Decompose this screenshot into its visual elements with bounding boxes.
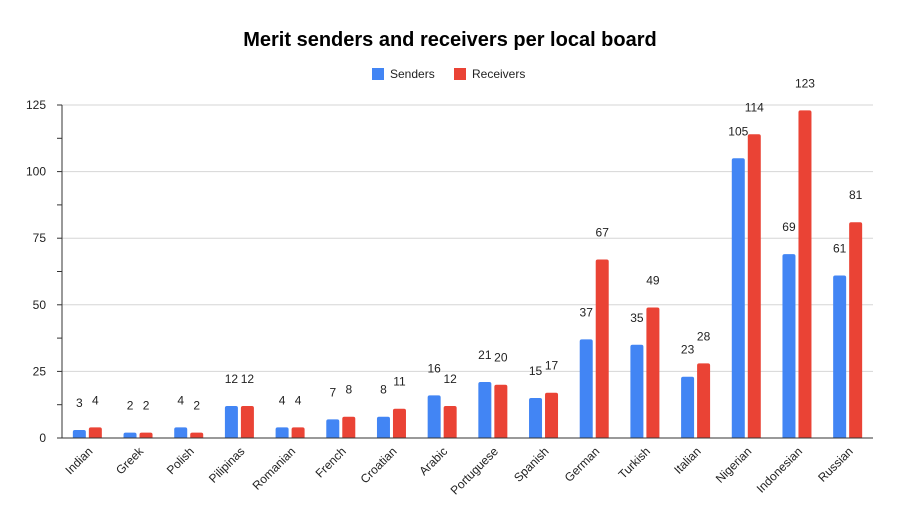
x-tick-label-indian: Indian: [62, 444, 95, 477]
data-label-senders-polish: 4: [177, 393, 184, 407]
data-label-senders-indian: 3: [76, 396, 83, 410]
data-label-senders-pilipinas: 12: [225, 372, 239, 386]
data-label-senders-arabic: 16: [427, 361, 441, 375]
bar-receivers-croatian: [392, 408, 406, 438]
data-label-receivers-romanian: 4: [295, 393, 302, 407]
legend-label-receivers: Receivers: [472, 67, 525, 81]
y-axis: 0 25 50 75 100 125: [26, 98, 63, 445]
y-tick-label: 25: [33, 364, 47, 378]
bar-receivers-spanish: [545, 392, 559, 438]
data-label-senders-nigerian: 105: [728, 124, 748, 138]
data-label-senders-indonesian: 69: [782, 220, 796, 234]
data-label-receivers-german: 67: [596, 226, 610, 240]
bar-receivers-german: [595, 259, 609, 438]
x-tick-label-german: German: [562, 444, 603, 485]
x-tick-label-russian: Russian: [815, 444, 856, 485]
bar-senders-german: [579, 339, 593, 438]
legend-label-senders: Senders: [390, 67, 435, 81]
legend: Senders Receivers: [372, 67, 525, 81]
data-label-receivers-spanish: 17: [545, 359, 559, 373]
data-label-receivers-croatian: 11: [393, 375, 406, 389]
x-tick-label-indonesian: Indonesian: [754, 444, 805, 495]
bar-senders-french: [326, 419, 340, 438]
x-tick-label-romanian: Romanian: [250, 444, 299, 493]
x-tick-label-turkish: Turkish: [616, 444, 653, 481]
bar-senders-spanish: [529, 398, 543, 438]
data-label-receivers-polish: 2: [193, 399, 200, 413]
bar-senders-turkish: [630, 344, 644, 438]
data-label-senders-spanish: 15: [529, 364, 543, 378]
data-label-senders-turkish: 35: [630, 311, 644, 325]
bar-receivers-romanian: [291, 427, 305, 438]
x-tick-label-french: French: [313, 444, 349, 480]
bar-senders-polish: [174, 427, 188, 438]
data-label-receivers-portuguese: 20: [494, 351, 508, 365]
bar-senders-romanian: [275, 427, 289, 438]
data-label-receivers-indonesian: 123: [795, 76, 815, 90]
bar-receivers-french: [342, 416, 356, 438]
bar-senders-russian: [833, 275, 847, 438]
data-label-receivers-turkish: 49: [646, 273, 660, 287]
x-tick-label-spanish: Spanish: [511, 444, 552, 485]
bar-receivers-pilipinas: [240, 406, 254, 438]
bar-senders-indian: [72, 430, 86, 438]
y-tick-label: 0: [39, 431, 46, 445]
legend-swatch-receivers: [454, 68, 466, 80]
bar-receivers-nigerian: [747, 134, 761, 438]
bar-senders-portuguese: [478, 382, 492, 438]
x-tick-label-polish: Polish: [164, 444, 197, 477]
bar-receivers-indonesian: [798, 110, 812, 438]
data-label-receivers-pilipinas: 12: [241, 372, 255, 386]
data-label-senders-portuguese: 21: [478, 348, 492, 362]
chart-title: Merit senders and receivers per local bo…: [243, 29, 657, 51]
bar-receivers-polish: [190, 432, 204, 438]
data-label-senders-french: 7: [329, 385, 336, 399]
data-label-senders-croatian: 8: [380, 383, 387, 397]
data-label-senders-romanian: 4: [279, 393, 286, 407]
data-label-receivers-italian: 28: [697, 329, 711, 343]
data-label-senders-german: 37: [580, 305, 594, 319]
data-label-senders-italian: 23: [681, 343, 695, 357]
bar-senders-italian: [681, 376, 695, 438]
data-label-receivers-french: 8: [345, 383, 352, 397]
x-tick-label-italian: Italian: [671, 444, 704, 477]
bar-receivers-russian: [849, 222, 863, 438]
data-label-senders-russian: 61: [833, 241, 847, 255]
data-label-receivers-greek: 2: [143, 399, 150, 413]
bar-senders-greek: [123, 432, 137, 438]
data-label-receivers-arabic: 12: [443, 372, 457, 386]
bar-receivers-turkish: [646, 307, 660, 438]
bar-receivers-indian: [88, 427, 102, 438]
data-label-receivers-nigerian: 114: [745, 100, 764, 114]
x-tick-label-greek: Greek: [113, 444, 147, 478]
data-label-senders-greek: 2: [127, 399, 134, 413]
x-tick-label-pilipinas: Pilipinas: [206, 444, 248, 486]
bar-receivers-arabic: [443, 406, 457, 438]
bar-senders-croatian: [376, 416, 390, 438]
bar-receivers-greek: [139, 432, 153, 438]
x-tick-label-arabic: Arabic: [416, 444, 450, 478]
bar-senders-nigerian: [731, 158, 745, 438]
bar-senders-pilipinas: [224, 406, 238, 438]
bar-receivers-italian: [697, 363, 711, 438]
x-tick-label-portuguese: Portuguese: [448, 444, 502, 498]
bar-senders-indonesian: [782, 254, 796, 438]
y-tick-label: 50: [33, 298, 47, 312]
y-tick-label: 100: [26, 165, 46, 179]
y-tick-label: 75: [33, 231, 47, 245]
y-tick-label: 125: [26, 98, 46, 112]
x-tick-label-nigerian: Nigerian: [713, 444, 755, 486]
x-axis: Indian Greek Polish Pilipinas Romanian French…: [62, 437, 873, 498]
legend-swatch-senders: [372, 68, 384, 80]
x-tick-label-croatian: Croatian: [358, 444, 400, 486]
bar-senders-arabic: [427, 395, 441, 438]
bar-receivers-portuguese: [494, 384, 508, 438]
data-label-receivers-indian: 4: [92, 393, 99, 407]
bars: [72, 110, 863, 438]
data-label-receivers-russian: 81: [849, 188, 863, 202]
